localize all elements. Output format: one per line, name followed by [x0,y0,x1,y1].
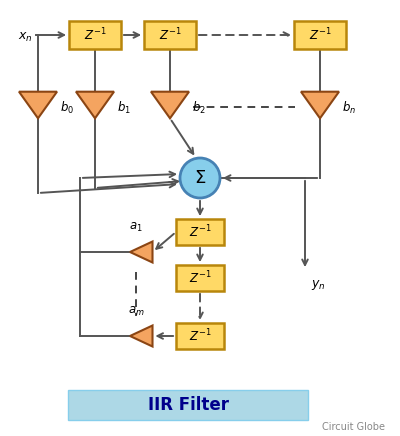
Polygon shape [130,242,152,262]
Text: $b_0$: $b_0$ [60,100,74,116]
Polygon shape [130,326,152,347]
Text: $b_2$: $b_2$ [192,100,206,116]
Text: $y_n$: $y_n$ [311,278,326,292]
Polygon shape [151,92,189,118]
Bar [176,323,224,349]
Polygon shape [301,92,339,118]
Text: $Z^{-1}$: $Z^{-1}$ [189,328,211,344]
Bar [176,265,224,291]
Text: $Z^{-1}$: $Z^{-1}$ [189,270,211,286]
Text: IIR Filter: IIR Filter [148,396,228,414]
Text: $a_m$: $a_m$ [128,305,144,318]
Text: Circuit Globe: Circuit Globe [322,422,385,432]
Text: $\Sigma$: $\Sigma$ [194,169,206,187]
Text: $Z^{-1}$: $Z^{-1}$ [84,27,106,43]
Text: $b_1$: $b_1$ [117,100,131,116]
Text: $b_n$: $b_n$ [342,100,356,116]
Polygon shape [76,92,114,118]
Bar [176,219,224,245]
Polygon shape [19,92,57,118]
Bar [144,21,196,49]
Text: $Z^{-1}$: $Z^{-1}$ [189,224,211,240]
Bar [69,21,121,49]
Text: $Z^{-1}$: $Z^{-1}$ [159,27,181,43]
Bar [68,390,308,420]
Circle shape [180,158,220,198]
Bar [294,21,346,49]
Text: $Z^{-1}$: $Z^{-1}$ [309,27,331,43]
Text: $a_1$: $a_1$ [129,221,143,234]
Text: $x_n$: $x_n$ [18,31,33,44]
